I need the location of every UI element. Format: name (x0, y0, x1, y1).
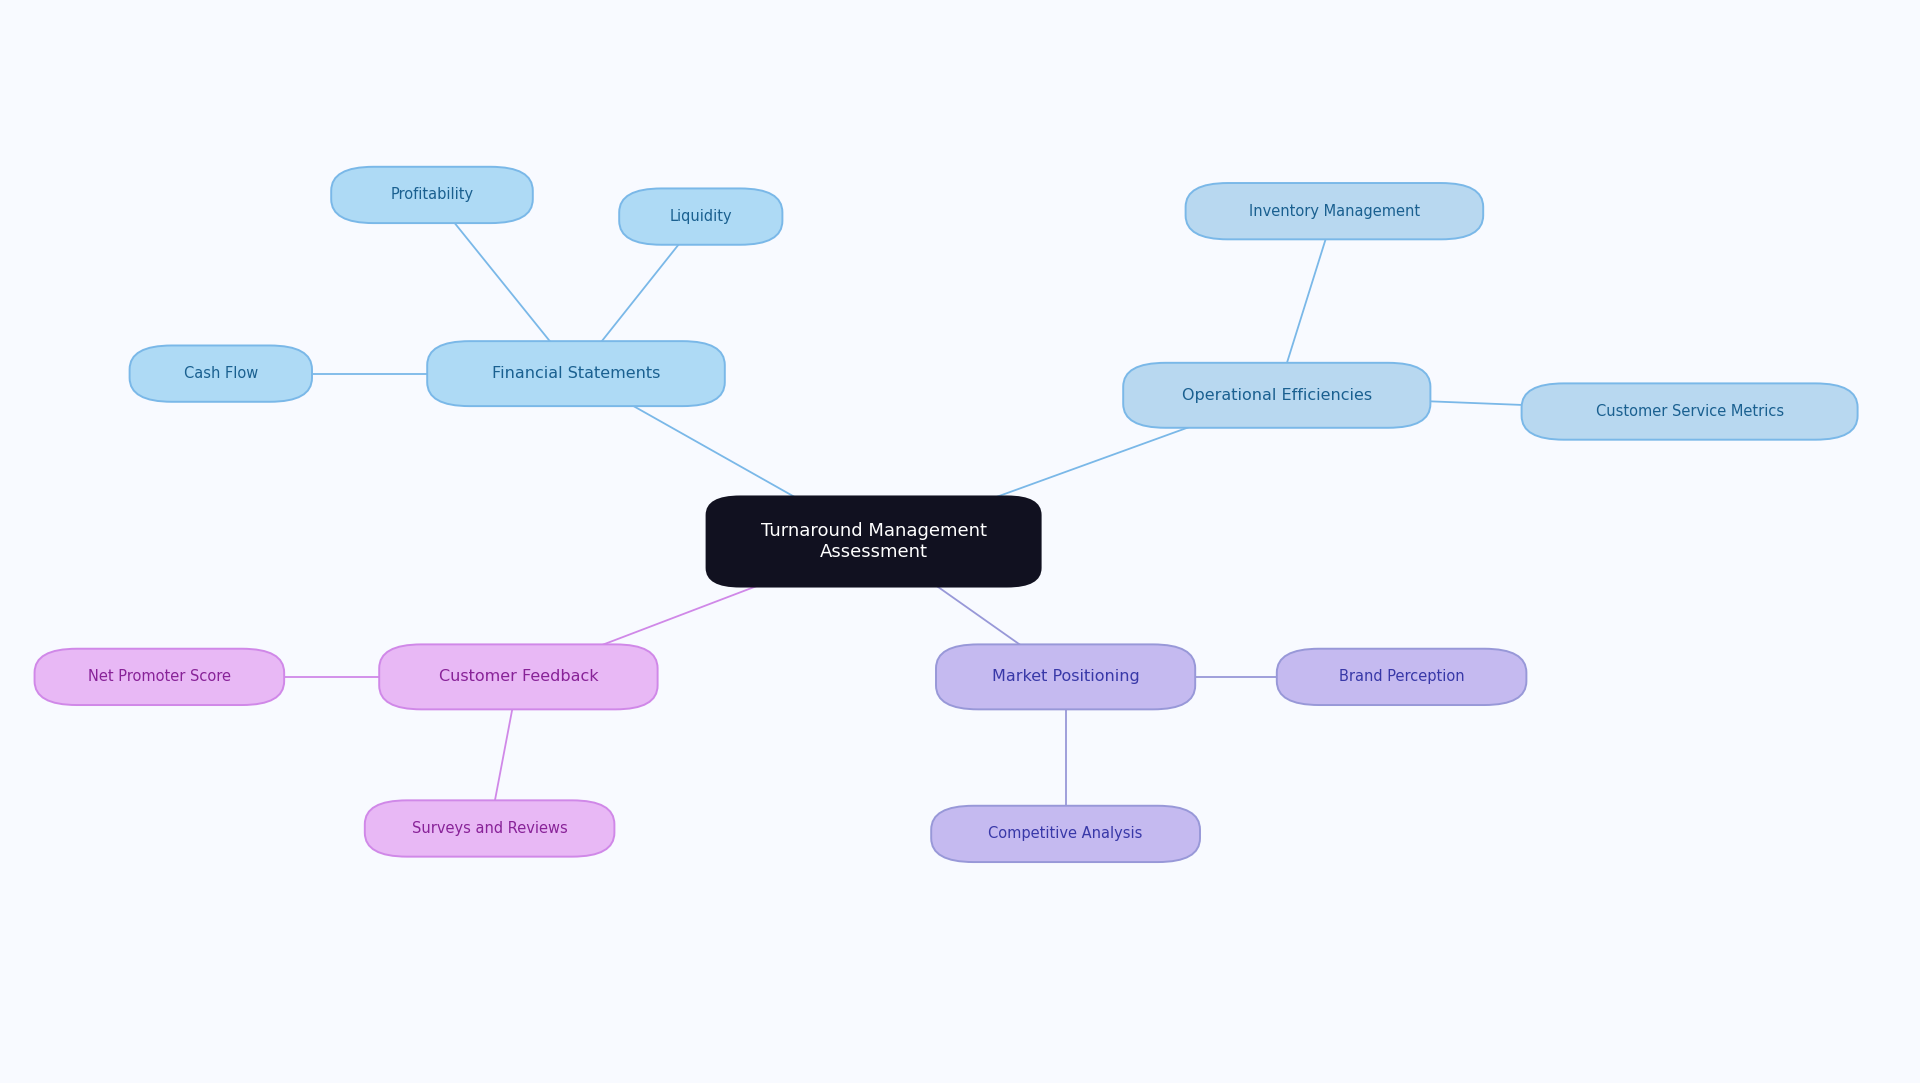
Text: Profitability: Profitability (390, 187, 474, 203)
FancyBboxPatch shape (131, 345, 311, 402)
FancyBboxPatch shape (380, 644, 657, 709)
Text: Liquidity: Liquidity (670, 209, 732, 224)
Text: Surveys and Reviews: Surveys and Reviews (411, 821, 568, 836)
Text: Financial Statements: Financial Statements (492, 366, 660, 381)
FancyBboxPatch shape (35, 649, 284, 705)
Text: Brand Perception: Brand Perception (1338, 669, 1465, 684)
FancyBboxPatch shape (426, 341, 724, 406)
Text: Operational Efficiencies: Operational Efficiencies (1181, 388, 1373, 403)
FancyBboxPatch shape (1277, 649, 1526, 705)
Text: Competitive Analysis: Competitive Analysis (989, 826, 1142, 841)
Text: Inventory Management: Inventory Management (1248, 204, 1421, 219)
Text: Turnaround Management
Assessment: Turnaround Management Assessment (760, 522, 987, 561)
FancyBboxPatch shape (1123, 363, 1430, 428)
Text: Cash Flow: Cash Flow (184, 366, 257, 381)
FancyBboxPatch shape (931, 806, 1200, 862)
FancyBboxPatch shape (332, 167, 534, 223)
Text: Customer Service Metrics: Customer Service Metrics (1596, 404, 1784, 419)
FancyBboxPatch shape (618, 188, 783, 245)
FancyBboxPatch shape (707, 496, 1041, 587)
FancyBboxPatch shape (1185, 183, 1482, 239)
FancyBboxPatch shape (1521, 383, 1859, 440)
Text: Net Promoter Score: Net Promoter Score (88, 669, 230, 684)
Text: Market Positioning: Market Positioning (993, 669, 1139, 684)
FancyBboxPatch shape (937, 644, 1194, 709)
FancyBboxPatch shape (365, 800, 614, 857)
Text: Customer Feedback: Customer Feedback (438, 669, 599, 684)
